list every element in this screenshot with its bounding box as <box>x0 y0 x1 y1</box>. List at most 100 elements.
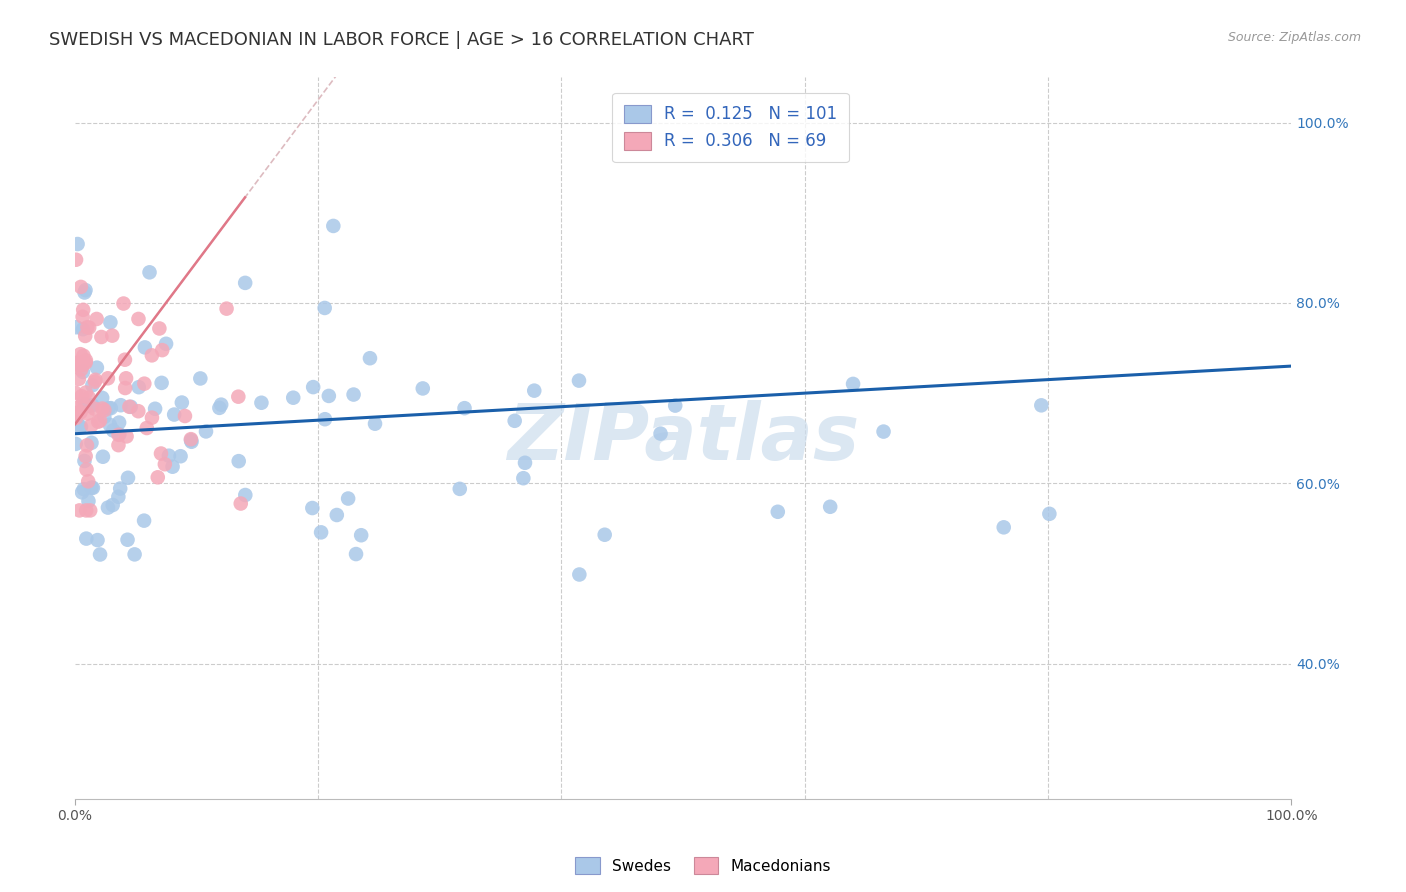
Point <box>233 276 256 290</box>
Point <box>326 508 349 522</box>
Point <box>100 401 122 416</box>
Point <box>842 376 865 391</box>
Point <box>195 425 218 439</box>
Text: SWEDISH VS MACEDONIAN IN LABOR FORCE | AGE > 16 CORRELATION CHART: SWEDISH VS MACEDONIAN IN LABOR FORCE | A… <box>49 31 754 49</box>
Point <box>337 491 360 506</box>
Point <box>818 500 841 514</box>
Point <box>77 475 100 489</box>
Text: ZIPatlas: ZIPatlas <box>508 401 859 476</box>
Point <box>79 503 101 517</box>
Point <box>342 387 364 401</box>
Point <box>309 525 332 540</box>
Point <box>82 398 104 412</box>
Point <box>72 365 94 379</box>
Point <box>75 503 97 517</box>
Point <box>65 437 87 451</box>
Point <box>143 401 166 416</box>
Point <box>283 391 305 405</box>
Point <box>115 429 138 443</box>
Point <box>135 421 157 435</box>
Point <box>513 456 536 470</box>
Point <box>77 391 100 405</box>
Point <box>512 471 534 485</box>
Point <box>412 381 434 395</box>
Point <box>301 501 323 516</box>
Point <box>150 446 173 460</box>
Point <box>766 505 789 519</box>
Point <box>146 470 169 484</box>
Point <box>180 432 202 446</box>
Point <box>98 417 121 432</box>
Point <box>174 409 197 423</box>
Point <box>314 412 336 426</box>
Point <box>118 400 141 414</box>
Point <box>115 371 138 385</box>
Point <box>148 321 170 335</box>
Point <box>76 438 98 452</box>
Point <box>344 547 367 561</box>
Point <box>108 482 131 496</box>
Point <box>150 343 173 358</box>
Point <box>120 400 142 414</box>
Point <box>93 403 115 417</box>
Point <box>162 459 184 474</box>
Point <box>89 548 111 562</box>
Point <box>169 449 191 463</box>
Point <box>63 406 86 420</box>
Point <box>872 425 894 439</box>
Point <box>75 283 97 297</box>
Point <box>364 417 387 431</box>
Point <box>80 418 103 433</box>
Point <box>63 385 86 400</box>
Point <box>117 471 139 485</box>
Point <box>77 494 100 508</box>
Point <box>322 219 344 233</box>
Point <box>100 315 122 329</box>
Point <box>66 356 89 370</box>
Point <box>91 391 114 405</box>
Point <box>124 548 146 562</box>
Point <box>70 280 93 294</box>
Point <box>180 433 202 447</box>
Point <box>127 312 149 326</box>
Point <box>75 532 97 546</box>
Point <box>75 356 97 370</box>
Point <box>70 485 93 500</box>
Text: Source: ZipAtlas.com: Source: ZipAtlas.com <box>1227 31 1361 45</box>
Point <box>73 397 96 411</box>
Point <box>209 398 232 412</box>
Point <box>229 497 252 511</box>
Point <box>153 457 176 471</box>
Point <box>77 399 100 413</box>
Point <box>208 401 231 415</box>
Point <box>93 409 115 424</box>
Point <box>72 310 94 324</box>
Point <box>67 359 90 373</box>
Point <box>73 454 96 468</box>
Point <box>568 567 591 582</box>
Point <box>664 399 686 413</box>
Point <box>77 320 100 334</box>
Point <box>1031 398 1053 412</box>
Point <box>86 312 108 326</box>
Point <box>66 237 89 252</box>
Point <box>86 533 108 547</box>
Point <box>128 380 150 394</box>
Point <box>86 360 108 375</box>
Point <box>108 416 131 430</box>
Point <box>503 414 526 428</box>
Point <box>65 252 87 267</box>
Point <box>568 374 591 388</box>
Point <box>65 410 87 425</box>
Point <box>180 434 202 449</box>
Point <box>110 398 132 412</box>
Point <box>108 427 131 442</box>
Point <box>150 376 173 390</box>
Point <box>69 347 91 361</box>
Point <box>112 296 135 310</box>
Point <box>114 381 136 395</box>
Point <box>73 285 96 300</box>
Point <box>97 371 120 385</box>
Point <box>449 482 471 496</box>
Point <box>101 328 124 343</box>
